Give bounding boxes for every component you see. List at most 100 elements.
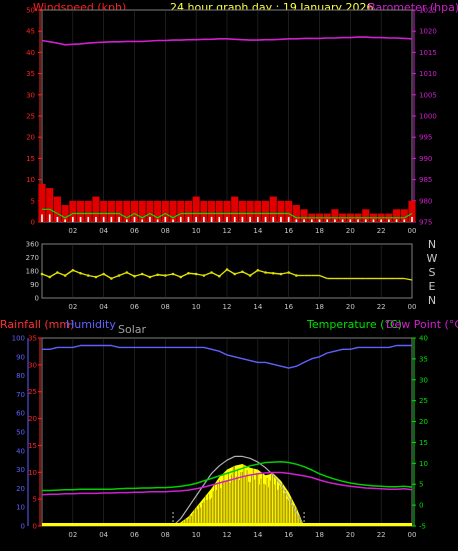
direction-point [171, 272, 175, 276]
x-tick-label: 18 [315, 303, 324, 311]
direction-segment [211, 271, 220, 277]
x-tick-label: 10 [192, 227, 201, 235]
average-wind-bar [102, 216, 105, 222]
rain-tick-label: 20 [28, 415, 37, 423]
x-tick-label: 10 [192, 531, 201, 539]
right-axis-tick-label: 980 [419, 197, 432, 205]
windspeed-bar [61, 205, 69, 222]
direction-segment [203, 271, 212, 277]
windspeed-bar [184, 200, 193, 222]
average-wind-bar [380, 219, 382, 222]
average-wind-bar [164, 216, 167, 222]
compass-label: E [429, 280, 436, 293]
dewpoint-line [41, 471, 413, 496]
windspeed-bar [231, 196, 239, 222]
x-tick-label: 18 [315, 227, 324, 235]
direction-segment [88, 274, 97, 278]
average-wind-bar [310, 219, 313, 222]
average-wind-bar [303, 219, 305, 222]
humidity-tick-label: 30 [16, 466, 25, 474]
average-wind-bar [203, 216, 205, 222]
x-tick-label: 08 [161, 303, 170, 311]
windspeed-bar [130, 200, 139, 222]
direction-segment [57, 271, 66, 277]
right-axis-tick-label: 1015 [419, 49, 437, 57]
direction-point [256, 268, 260, 272]
humidity-tick-label: 70 [16, 391, 25, 399]
windspeed-bar [238, 200, 246, 222]
direction-tick-label: 180 [26, 268, 39, 276]
x-tick-label: 00 [408, 303, 417, 311]
direction-point [241, 270, 244, 274]
windspeed-bar [53, 196, 61, 222]
right-axis-tick-label: 1020 [419, 28, 437, 36]
direction-point [225, 268, 229, 271]
x-tick-label: 02 [68, 531, 77, 539]
windspeed-bar [92, 196, 100, 222]
average-wind-bar [218, 216, 221, 222]
average-wind-bar [264, 216, 267, 222]
x-tick-label: 14 [253, 303, 262, 311]
x-tick-label: 16 [284, 303, 293, 311]
average-wind-bar [318, 219, 321, 222]
windspeed-bar [169, 200, 177, 222]
direction-segment [49, 271, 58, 278]
direction-point [48, 275, 52, 279]
average-wind-bar [249, 216, 251, 222]
average-wind-bar [364, 219, 367, 222]
rain-tick-label: 25 [28, 388, 37, 396]
windspeed-bar [192, 196, 200, 222]
average-wind-bar [326, 219, 329, 222]
windspeed-bar [100, 200, 108, 222]
left-axis-tick-label: 5 [31, 197, 35, 205]
temp-tick-label: 5 [419, 481, 423, 489]
humidity-tick-label: 0 [21, 523, 25, 531]
direction-segment [180, 272, 189, 278]
direction-point [287, 271, 290, 274]
x-tick-label: 04 [99, 531, 108, 539]
average-wind-bar [187, 216, 190, 222]
direction-segment [103, 273, 112, 280]
average-wind-bar [41, 214, 43, 222]
average-wind-bar [87, 216, 90, 222]
compass-label: S [429, 266, 436, 279]
left-axis-tick-label: 0 [31, 219, 35, 227]
x-tick-label: 22 [377, 531, 386, 539]
windspeed-bar [400, 209, 408, 222]
windspeed-bar [269, 196, 277, 222]
left-axis-tick-label: 45 [26, 28, 35, 36]
direction-point [271, 271, 275, 275]
direction-point [156, 273, 159, 277]
average-wind-bar [149, 216, 151, 222]
average-wind-bar [64, 219, 66, 222]
average-wind-bar [372, 219, 375, 222]
direction-point [233, 272, 237, 276]
temperature-line [42, 460, 413, 492]
windspeed-bar [123, 200, 131, 222]
humidity-tick-label: 100 [12, 335, 25, 343]
average-wind-bar [341, 219, 344, 222]
x-tick-label: 22 [377, 227, 386, 235]
direction-point [187, 271, 190, 275]
x-tick-label: 14 [253, 227, 262, 235]
direction-point [86, 274, 90, 277]
average-wind-bar [272, 216, 275, 222]
x-tick-label: 02 [68, 227, 77, 235]
temp-tick-label: 15 [419, 439, 428, 447]
rain-tick-label: 35 [28, 335, 37, 343]
humidity-legend: Humidity [66, 318, 116, 331]
direction-point [264, 271, 267, 274]
left-axis-tick-label: 20 [26, 134, 35, 142]
direction-segment [280, 271, 289, 275]
temp-tick-label: 0 [419, 502, 423, 510]
solar-legend: Solar [118, 323, 147, 336]
temp-tick-label: 40 [419, 335, 428, 343]
x-tick-label: 10 [192, 303, 201, 311]
direction-tick-label: 0 [35, 295, 39, 303]
direction-segment [118, 271, 128, 277]
average-wind-bar [141, 219, 144, 222]
average-wind-line [42, 208, 413, 219]
average-wind-bar [48, 214, 51, 222]
x-tick-label: 00 [408, 227, 417, 235]
